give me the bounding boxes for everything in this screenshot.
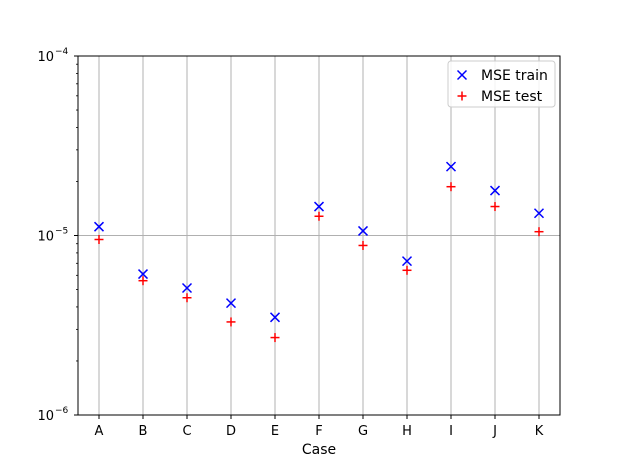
- test-point-e: [270, 333, 280, 343]
- test-point-b: [138, 276, 148, 286]
- test-point-i: [446, 182, 456, 192]
- y-tick-label: 10: [37, 409, 54, 424]
- test-point-k: [534, 227, 544, 237]
- test-point-d: [226, 317, 236, 327]
- x-tick-label-c: C: [182, 424, 191, 439]
- legend-label-test: MSE test: [481, 89, 543, 105]
- train-point-a: [93, 221, 105, 232]
- legend: MSE train MSE test: [447, 60, 556, 108]
- x-tick-label-d: D: [226, 424, 236, 439]
- x-tick-label-b: B: [139, 424, 148, 439]
- train-point-e: [269, 312, 281, 323]
- train-point-f: [313, 201, 325, 212]
- x-tick-label-e: E: [271, 424, 279, 439]
- y-tick-exponent: −6: [55, 406, 69, 416]
- y-tick-exponent: −4: [55, 47, 69, 57]
- train-point-k: [533, 208, 545, 219]
- x-tick-label-a: A: [95, 424, 104, 439]
- train-point-i: [445, 161, 457, 172]
- legend-box: [447, 60, 556, 108]
- legend-marker-train: [456, 69, 468, 81]
- x-axis-label: Case: [302, 442, 336, 458]
- x-tick-label-j: J: [492, 424, 497, 439]
- legend-label-train: MSE train: [481, 68, 548, 84]
- test-point-h: [402, 265, 412, 275]
- test-point-a: [94, 234, 104, 244]
- test-point-c: [182, 293, 192, 303]
- x-tick-label-i: I: [449, 424, 453, 439]
- y-tick-exponent: −5: [55, 227, 68, 237]
- y-tick-label: 10: [37, 50, 54, 65]
- ticks: A B C D E F G H I J K10−610−510−4: [37, 47, 543, 439]
- test-point-g: [358, 240, 368, 250]
- data-points: [93, 161, 545, 343]
- test-point-f: [314, 211, 324, 221]
- x-tick-label-k: K: [535, 424, 544, 439]
- x-tick-label-g: G: [358, 424, 368, 439]
- train-point-c: [181, 282, 193, 294]
- x-tick-label-f: F: [315, 424, 322, 439]
- train-point-h: [401, 256, 413, 267]
- train-point-b: [137, 269, 149, 280]
- y-tick-label: 10: [37, 230, 54, 245]
- train-point-d: [225, 298, 237, 309]
- legend-marker-test: [457, 91, 467, 101]
- train-point-j: [489, 185, 501, 196]
- train-point-g: [357, 225, 369, 236]
- test-point-j: [490, 202, 500, 212]
- x-tick-label-h: H: [402, 424, 412, 439]
